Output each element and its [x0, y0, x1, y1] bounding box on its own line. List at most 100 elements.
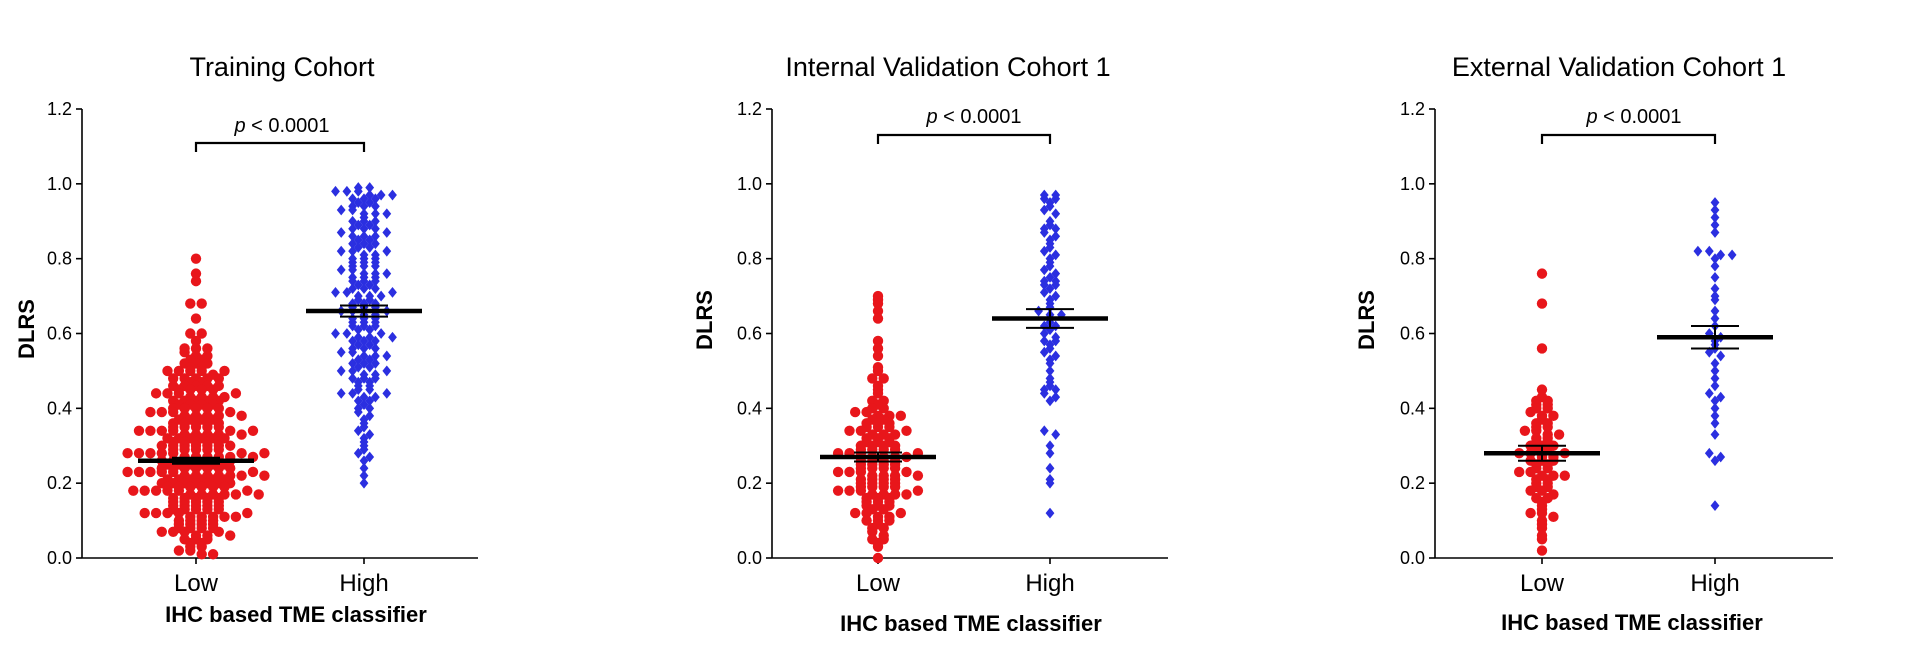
data-point-low — [207, 549, 219, 560]
data-point-high — [1045, 358, 1055, 369]
data-point-low — [145, 406, 156, 418]
data-point-high — [1045, 301, 1055, 313]
data-point-high — [348, 346, 357, 358]
data-point-high — [371, 343, 380, 354]
data-point-low — [179, 526, 190, 538]
data-point-high — [1045, 200, 1055, 212]
data-point-high — [1045, 507, 1055, 519]
y-tick-label: 1.0 — [737, 174, 762, 194]
data-point-low — [1514, 466, 1525, 478]
data-point-low — [855, 466, 867, 478]
data-point-low — [1559, 470, 1570, 481]
data-point-low — [190, 253, 202, 264]
data-point-low — [912, 470, 924, 481]
data-point-high — [1710, 500, 1720, 512]
data-point-low — [133, 425, 145, 436]
panel-training: Training Cohort DLRS IHC based TME class… — [0, 0, 640, 645]
data-point-low — [133, 448, 145, 459]
data-point-high — [359, 215, 369, 227]
chart-title: Training Cohort — [189, 52, 375, 82]
data-point-low — [156, 526, 167, 538]
data-point-low — [196, 522, 207, 534]
data-point-low — [213, 373, 224, 384]
data-point-low — [1536, 268, 1548, 279]
data-point-high — [1045, 219, 1055, 231]
data-point-low — [236, 429, 247, 440]
data-point-low — [253, 489, 264, 500]
x-tick-label: High — [339, 570, 388, 597]
data-point-low — [1536, 534, 1548, 545]
data-point-high — [331, 286, 340, 298]
training-chart: Training Cohort DLRS IHC based TME class… — [14, 52, 478, 627]
data-point-low — [196, 298, 207, 309]
y-tick-label: 0.2 — [47, 473, 72, 493]
data-point-high — [336, 264, 346, 276]
data-point-high — [371, 223, 380, 235]
data-point-high — [365, 361, 375, 373]
data-point-low — [878, 504, 889, 515]
data-point-low — [225, 530, 236, 541]
data-point-low — [179, 403, 190, 414]
data-point-low — [150, 507, 162, 519]
data-point-high — [359, 470, 369, 482]
data-point-low — [832, 485, 844, 496]
data-point-high — [348, 365, 357, 377]
data-point-high — [1045, 242, 1055, 253]
data-point-high — [359, 350, 369, 362]
significance-bracket — [1540, 133, 1717, 144]
data-point-low — [179, 347, 190, 358]
data-point-high — [1710, 429, 1720, 440]
data-point-low — [878, 522, 889, 534]
significance-label: p < 0.0001 — [925, 106, 1021, 128]
y-tick-label: 0.2 — [737, 473, 762, 493]
data-point-low — [1553, 429, 1565, 440]
data-point-high — [353, 406, 363, 418]
y-tick-label: 0.2 — [1400, 473, 1425, 493]
data-point-low — [139, 507, 150, 519]
data-point-low — [878, 463, 889, 474]
data-point-high — [359, 275, 369, 287]
data-point-high — [382, 350, 392, 362]
data-point-low — [889, 481, 901, 493]
data-point-low — [168, 448, 179, 459]
data-point-low — [844, 425, 855, 436]
data-point-low — [213, 463, 224, 474]
data-point-high — [342, 185, 352, 197]
data-point-high — [376, 290, 386, 302]
data-point-low — [202, 463, 213, 474]
data-point-high — [1710, 455, 1720, 467]
data-point-high — [353, 425, 363, 437]
internal-validation-chart: Internal Validation Cohort 1 DLRS IHC ba… — [692, 52, 1168, 636]
data-point-high — [1045, 440, 1055, 452]
significance-label: p < 0.0001 — [233, 115, 329, 137]
data-point-high — [382, 227, 392, 238]
y-tick-label: 1.2 — [1400, 99, 1425, 119]
data-point-low — [236, 470, 247, 481]
data-point-low — [895, 410, 906, 422]
data-point-low — [190, 268, 202, 279]
data-point-low — [889, 463, 901, 474]
data-point-high — [1704, 387, 1714, 399]
data-point-low — [168, 526, 179, 538]
data-point-low — [202, 444, 213, 455]
data-point-low — [196, 549, 207, 560]
data-point-high — [382, 387, 392, 399]
x-tick-label: Low — [174, 570, 219, 597]
data-point-low — [872, 388, 884, 399]
data-point-low — [912, 485, 924, 496]
data-point-low — [247, 425, 259, 436]
data-point-high — [1710, 212, 1720, 223]
data-point-high — [1710, 227, 1720, 238]
data-point-high — [336, 245, 346, 257]
data-point-high — [1710, 373, 1720, 384]
data-point-low — [173, 507, 185, 519]
data-point-high — [348, 387, 357, 399]
data-point-high — [336, 387, 346, 399]
data-point-low — [861, 507, 872, 519]
data-point-low — [162, 365, 173, 377]
data-point-high — [359, 343, 369, 354]
data-point-low — [185, 481, 196, 493]
data-point-high — [348, 204, 357, 216]
data-point-low — [122, 448, 133, 459]
data-point-low — [872, 365, 884, 377]
